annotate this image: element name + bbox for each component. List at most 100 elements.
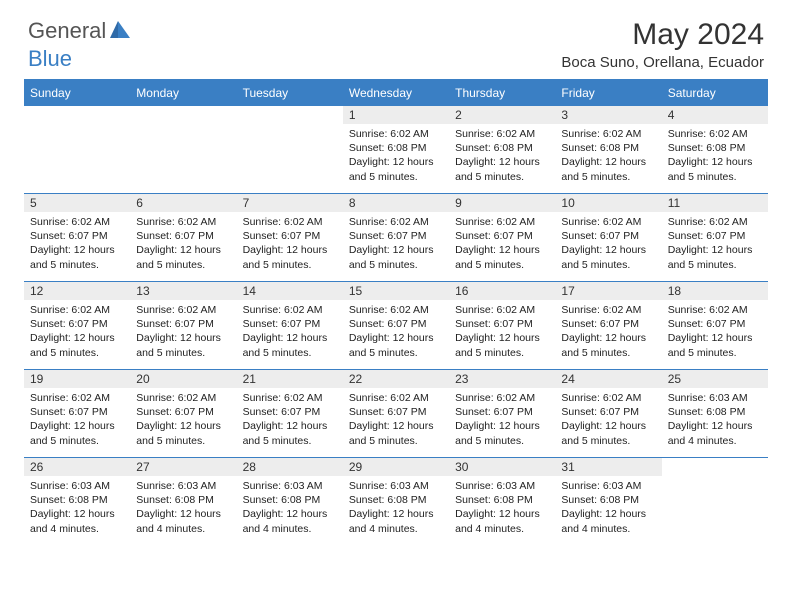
day-number: 25 — [662, 370, 768, 388]
daylight-text: Daylight: 12 hours and 5 minutes. — [136, 331, 230, 359]
day-number: 29 — [343, 458, 449, 476]
daylight-text: Daylight: 12 hours and 5 minutes. — [455, 331, 549, 359]
day-details: Sunrise: 6:02 AMSunset: 6:07 PMDaylight:… — [237, 388, 343, 452]
sunset-text: Sunset: 6:08 PM — [349, 141, 443, 155]
sunset-text: Sunset: 6:08 PM — [455, 141, 549, 155]
title-block: May 2024 Boca Suno, Orellana, Ecuador — [561, 18, 764, 75]
day-details: Sunrise: 6:02 AMSunset: 6:08 PMDaylight:… — [343, 124, 449, 188]
sunset-text: Sunset: 6:07 PM — [455, 317, 549, 331]
day-number: 19 — [24, 370, 130, 388]
daylight-text: Daylight: 12 hours and 5 minutes. — [349, 331, 443, 359]
sunrise-text: Sunrise: 6:02 AM — [455, 303, 549, 317]
day-cell: 18Sunrise: 6:02 AMSunset: 6:07 PMDayligh… — [662, 282, 768, 370]
day-header: Wednesday — [343, 80, 449, 106]
daylight-text: Daylight: 12 hours and 4 minutes. — [136, 507, 230, 535]
day-details: Sunrise: 6:03 AMSunset: 6:08 PMDaylight:… — [237, 476, 343, 540]
day-details: Sunrise: 6:02 AMSunset: 6:07 PMDaylight:… — [555, 388, 661, 452]
daylight-text: Daylight: 12 hours and 5 minutes. — [561, 419, 655, 447]
sunrise-text: Sunrise: 6:02 AM — [455, 127, 549, 141]
sunset-text: Sunset: 6:07 PM — [243, 317, 337, 331]
day-number: 1 — [343, 106, 449, 124]
day-cell: 27Sunrise: 6:03 AMSunset: 6:08 PMDayligh… — [130, 458, 236, 546]
daylight-text: Daylight: 12 hours and 5 minutes. — [668, 155, 762, 183]
sunset-text: Sunset: 6:07 PM — [349, 229, 443, 243]
daylight-text: Daylight: 12 hours and 4 minutes. — [243, 507, 337, 535]
daylight-text: Daylight: 12 hours and 5 minutes. — [561, 155, 655, 183]
day-details: Sunrise: 6:03 AMSunset: 6:08 PMDaylight:… — [662, 388, 768, 452]
day-details: Sunrise: 6:03 AMSunset: 6:08 PMDaylight:… — [449, 476, 555, 540]
daylight-text: Daylight: 12 hours and 4 minutes. — [561, 507, 655, 535]
day-cell: 11Sunrise: 6:02 AMSunset: 6:07 PMDayligh… — [662, 194, 768, 282]
daylight-text: Daylight: 12 hours and 5 minutes. — [243, 243, 337, 271]
day-details: Sunrise: 6:03 AMSunset: 6:08 PMDaylight:… — [130, 476, 236, 540]
daylight-text: Daylight: 12 hours and 5 minutes. — [30, 419, 124, 447]
day-header: Monday — [130, 80, 236, 106]
sunrise-text: Sunrise: 6:02 AM — [30, 303, 124, 317]
sunrise-text: Sunrise: 6:02 AM — [243, 215, 337, 229]
day-cell: 14Sunrise: 6:02 AMSunset: 6:07 PMDayligh… — [237, 282, 343, 370]
sunset-text: Sunset: 6:07 PM — [136, 229, 230, 243]
day-details: Sunrise: 6:02 AMSunset: 6:07 PMDaylight:… — [24, 388, 130, 452]
day-details: Sunrise: 6:02 AMSunset: 6:07 PMDaylight:… — [449, 212, 555, 276]
day-number: 8 — [343, 194, 449, 212]
sunrise-text: Sunrise: 6:02 AM — [243, 303, 337, 317]
day-number — [24, 106, 130, 110]
day-cell: 24Sunrise: 6:02 AMSunset: 6:07 PMDayligh… — [555, 370, 661, 458]
daylight-text: Daylight: 12 hours and 5 minutes. — [561, 331, 655, 359]
sunset-text: Sunset: 6:07 PM — [30, 405, 124, 419]
daylight-text: Daylight: 12 hours and 4 minutes. — [30, 507, 124, 535]
day-details: Sunrise: 6:02 AMSunset: 6:07 PMDaylight:… — [24, 212, 130, 276]
day-number — [662, 458, 768, 462]
sunset-text: Sunset: 6:07 PM — [561, 317, 655, 331]
daylight-text: Daylight: 12 hours and 5 minutes. — [668, 331, 762, 359]
day-cell: 25Sunrise: 6:03 AMSunset: 6:08 PMDayligh… — [662, 370, 768, 458]
day-number — [130, 106, 236, 110]
day-details: Sunrise: 6:02 AMSunset: 6:08 PMDaylight:… — [449, 124, 555, 188]
day-details: Sunrise: 6:02 AMSunset: 6:07 PMDaylight:… — [237, 300, 343, 364]
sunset-text: Sunset: 6:07 PM — [30, 229, 124, 243]
day-cell: 28Sunrise: 6:03 AMSunset: 6:08 PMDayligh… — [237, 458, 343, 546]
sunset-text: Sunset: 6:08 PM — [668, 141, 762, 155]
day-cell: 1Sunrise: 6:02 AMSunset: 6:08 PMDaylight… — [343, 106, 449, 194]
day-details: Sunrise: 6:02 AMSunset: 6:07 PMDaylight:… — [662, 212, 768, 276]
day-cell: 10Sunrise: 6:02 AMSunset: 6:07 PMDayligh… — [555, 194, 661, 282]
day-details: Sunrise: 6:02 AMSunset: 6:07 PMDaylight:… — [237, 212, 343, 276]
daylight-text: Daylight: 12 hours and 5 minutes. — [349, 419, 443, 447]
day-details: Sunrise: 6:02 AMSunset: 6:07 PMDaylight:… — [24, 300, 130, 364]
month-title: May 2024 — [561, 18, 764, 52]
day-cell: 29Sunrise: 6:03 AMSunset: 6:08 PMDayligh… — [343, 458, 449, 546]
day-number: 17 — [555, 282, 661, 300]
day-number: 15 — [343, 282, 449, 300]
sunset-text: Sunset: 6:07 PM — [136, 405, 230, 419]
sunrise-text: Sunrise: 6:03 AM — [136, 479, 230, 493]
sunrise-text: Sunrise: 6:03 AM — [455, 479, 549, 493]
sunset-text: Sunset: 6:07 PM — [349, 405, 443, 419]
daylight-text: Daylight: 12 hours and 5 minutes. — [455, 419, 549, 447]
day-cell: 7Sunrise: 6:02 AMSunset: 6:07 PMDaylight… — [237, 194, 343, 282]
day-details: Sunrise: 6:02 AMSunset: 6:08 PMDaylight:… — [555, 124, 661, 188]
location: Boca Suno, Orellana, Ecuador — [561, 54, 764, 71]
sunrise-text: Sunrise: 6:03 AM — [349, 479, 443, 493]
day-header: Sunday — [24, 80, 130, 106]
sunrise-text: Sunrise: 6:02 AM — [136, 303, 230, 317]
day-cell: 13Sunrise: 6:02 AMSunset: 6:07 PMDayligh… — [130, 282, 236, 370]
day-cell: 3Sunrise: 6:02 AMSunset: 6:08 PMDaylight… — [555, 106, 661, 194]
day-details: Sunrise: 6:03 AMSunset: 6:08 PMDaylight:… — [555, 476, 661, 540]
day-number: 14 — [237, 282, 343, 300]
day-cell: 23Sunrise: 6:02 AMSunset: 6:07 PMDayligh… — [449, 370, 555, 458]
day-header: Thursday — [449, 80, 555, 106]
sunrise-text: Sunrise: 6:02 AM — [668, 127, 762, 141]
sunset-text: Sunset: 6:08 PM — [30, 493, 124, 507]
day-number: 18 — [662, 282, 768, 300]
sunrise-text: Sunrise: 6:02 AM — [668, 215, 762, 229]
daylight-text: Daylight: 12 hours and 4 minutes. — [668, 419, 762, 447]
day-number: 27 — [130, 458, 236, 476]
day-details: Sunrise: 6:02 AMSunset: 6:07 PMDaylight:… — [343, 388, 449, 452]
sunrise-text: Sunrise: 6:02 AM — [349, 215, 443, 229]
sunrise-text: Sunrise: 6:03 AM — [561, 479, 655, 493]
day-number: 10 — [555, 194, 661, 212]
calendar-table: Sunday Monday Tuesday Wednesday Thursday… — [24, 79, 768, 546]
day-number: 16 — [449, 282, 555, 300]
sunrise-text: Sunrise: 6:02 AM — [561, 215, 655, 229]
day-details: Sunrise: 6:02 AMSunset: 6:07 PMDaylight:… — [130, 300, 236, 364]
